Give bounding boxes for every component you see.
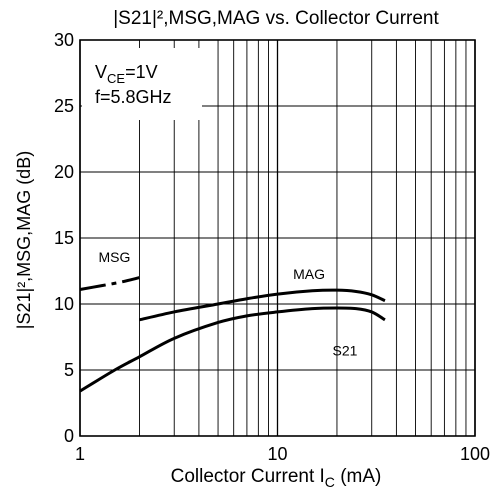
condition-vce-subscript: CE xyxy=(107,71,125,86)
x-tick-label: 10 xyxy=(267,444,287,464)
y-axis-label: |S21|²,MSG,MAG (dB) xyxy=(14,151,34,329)
condition-frequency: f=5.8GHz xyxy=(95,87,172,107)
y-tick-label: 25 xyxy=(54,96,74,116)
y-tick-label: 15 xyxy=(54,228,74,248)
y-tick-label: 10 xyxy=(54,294,74,314)
condition-vce-value: =1V xyxy=(125,62,158,82)
x-axis-label-symbol: I xyxy=(320,466,325,487)
series-line-s21 xyxy=(79,306,386,393)
y-tick-label: 0 xyxy=(64,426,74,446)
x-axis-label: Collector Current IC (mA) xyxy=(171,466,382,490)
x-axis-label-unit: (mA) xyxy=(335,466,381,487)
chart-title: |S21|²,MSG,MAG vs. Collector Current xyxy=(113,8,439,29)
y-tick-label: 5 xyxy=(64,360,74,380)
x-tick-label: 1 xyxy=(75,444,85,464)
y-tick-labels: 0 5 10 15 20 25 30 xyxy=(54,30,74,446)
x-axis-label-subscript: C xyxy=(325,474,335,490)
x-tick-label: 100 xyxy=(460,444,490,464)
plot-frame xyxy=(79,39,476,437)
series-label-mag: MAG xyxy=(293,266,325,282)
series-line-msg xyxy=(79,276,140,291)
y-tick-label: 20 xyxy=(54,162,74,182)
x-axis-label-text: Collector Current xyxy=(171,466,315,487)
condition-vce-symbol: V xyxy=(95,62,107,82)
x-tick-labels: 1 10 100 xyxy=(75,444,490,464)
condition-vce: VCE=1V xyxy=(95,62,158,86)
series-label-s21: S21 xyxy=(333,342,358,358)
y-tick-label: 30 xyxy=(54,30,74,50)
series-line-mag xyxy=(139,288,386,322)
conditions-box xyxy=(82,48,202,120)
curves xyxy=(79,276,386,393)
series-label-msg: MSG xyxy=(98,249,130,265)
